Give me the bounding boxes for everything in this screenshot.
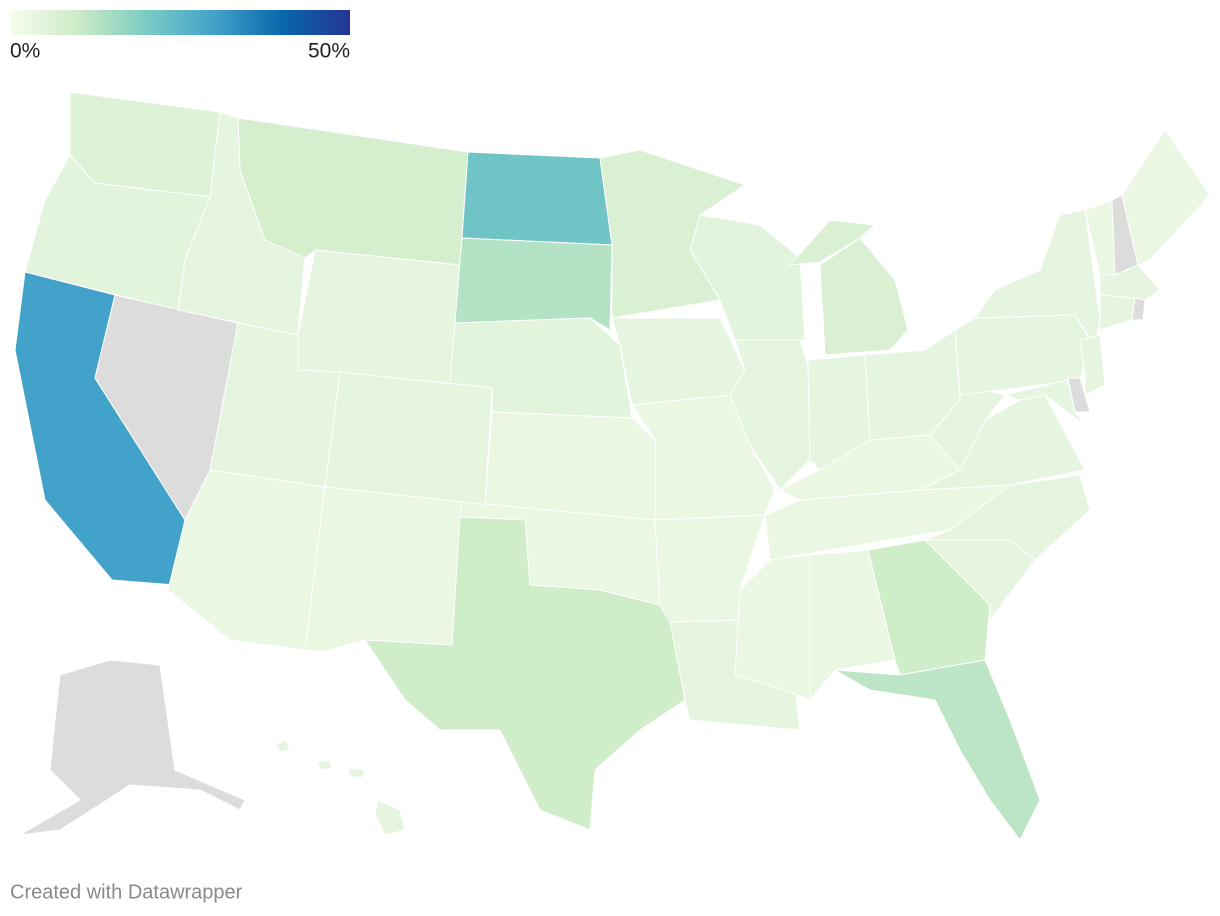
state-region [834,659,1041,841]
state-region [1121,129,1211,266]
state-region [809,549,896,701]
state-region [237,117,469,266]
state-region [461,151,613,246]
state-region [454,237,613,331]
footer: Created with Datawrapper [10,881,243,903]
state-region [789,219,876,266]
state-region [924,474,1091,561]
state-region [297,249,461,386]
state-region [275,739,291,753]
state-region [317,759,333,771]
legend-tick-label: 50% [308,40,350,63]
state-region [347,767,366,779]
state-region [484,411,656,521]
legend-gradient [10,10,350,35]
state-region [19,659,246,836]
state-region [819,237,909,356]
state-region [304,486,463,653]
state-region [374,799,406,836]
state-region [1131,297,1146,321]
state-region [364,516,686,831]
states [14,91,1211,841]
state-region [1079,334,1106,396]
state-region [1099,294,1136,331]
state-region [324,371,493,506]
state-region [734,554,811,701]
state-region [611,317,746,406]
state-region [1004,379,1086,426]
legend-tick-label: 0% [10,40,40,63]
